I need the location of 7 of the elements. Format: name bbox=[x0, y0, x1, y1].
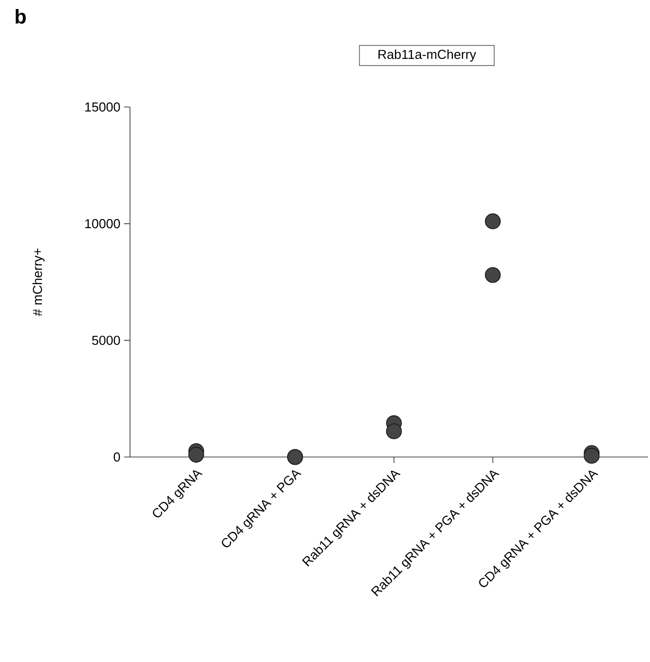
y-tick-label: 15000 bbox=[85, 102, 120, 112]
text: b bbox=[16, 9, 26, 24]
chart-title: Rab11a-mCherry bbox=[378, 49, 476, 62]
y-tick-label: 10000 bbox=[85, 219, 120, 228]
y-tick-label: 5000 bbox=[92, 336, 120, 345]
y-axis-title: # mCherry+ bbox=[32, 248, 45, 316]
y-tick-label: 0 bbox=[114, 452, 120, 462]
